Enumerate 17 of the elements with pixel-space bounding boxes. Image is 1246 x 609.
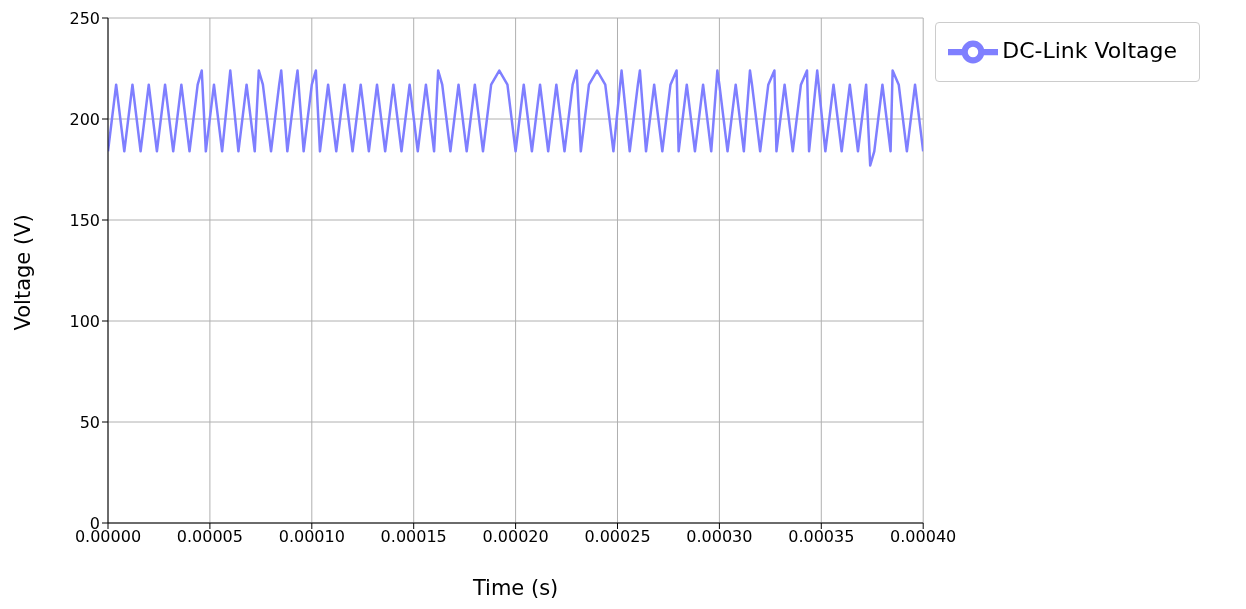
y-tick-label: 150 bbox=[69, 210, 100, 230]
x-axis-title: Time (s) bbox=[471, 576, 559, 600]
y-axis-title: Voltage (V) bbox=[11, 214, 36, 331]
line-series bbox=[108, 69, 924, 167]
legend-label: DC-Link Voltage bbox=[1002, 38, 1177, 63]
x-tick-label: 0.00035 bbox=[788, 527, 855, 547]
y-tick-label: 200 bbox=[69, 109, 100, 129]
x-tick-label: 0.00010 bbox=[278, 527, 345, 547]
x-tick-label: 0.00005 bbox=[176, 527, 243, 547]
y-tick-label: 250 bbox=[69, 8, 100, 28]
x-tick-label: 0.00020 bbox=[482, 527, 549, 547]
y-tick-label: 100 bbox=[69, 311, 100, 331]
x-tick-label: 0.00025 bbox=[584, 527, 651, 547]
x-tick-label: 0.00015 bbox=[380, 527, 447, 547]
y-tick-label: 50 bbox=[79, 412, 100, 432]
x-tick-label: 0.00040 bbox=[890, 527, 957, 547]
x-tick-label: 0.00030 bbox=[686, 527, 753, 547]
